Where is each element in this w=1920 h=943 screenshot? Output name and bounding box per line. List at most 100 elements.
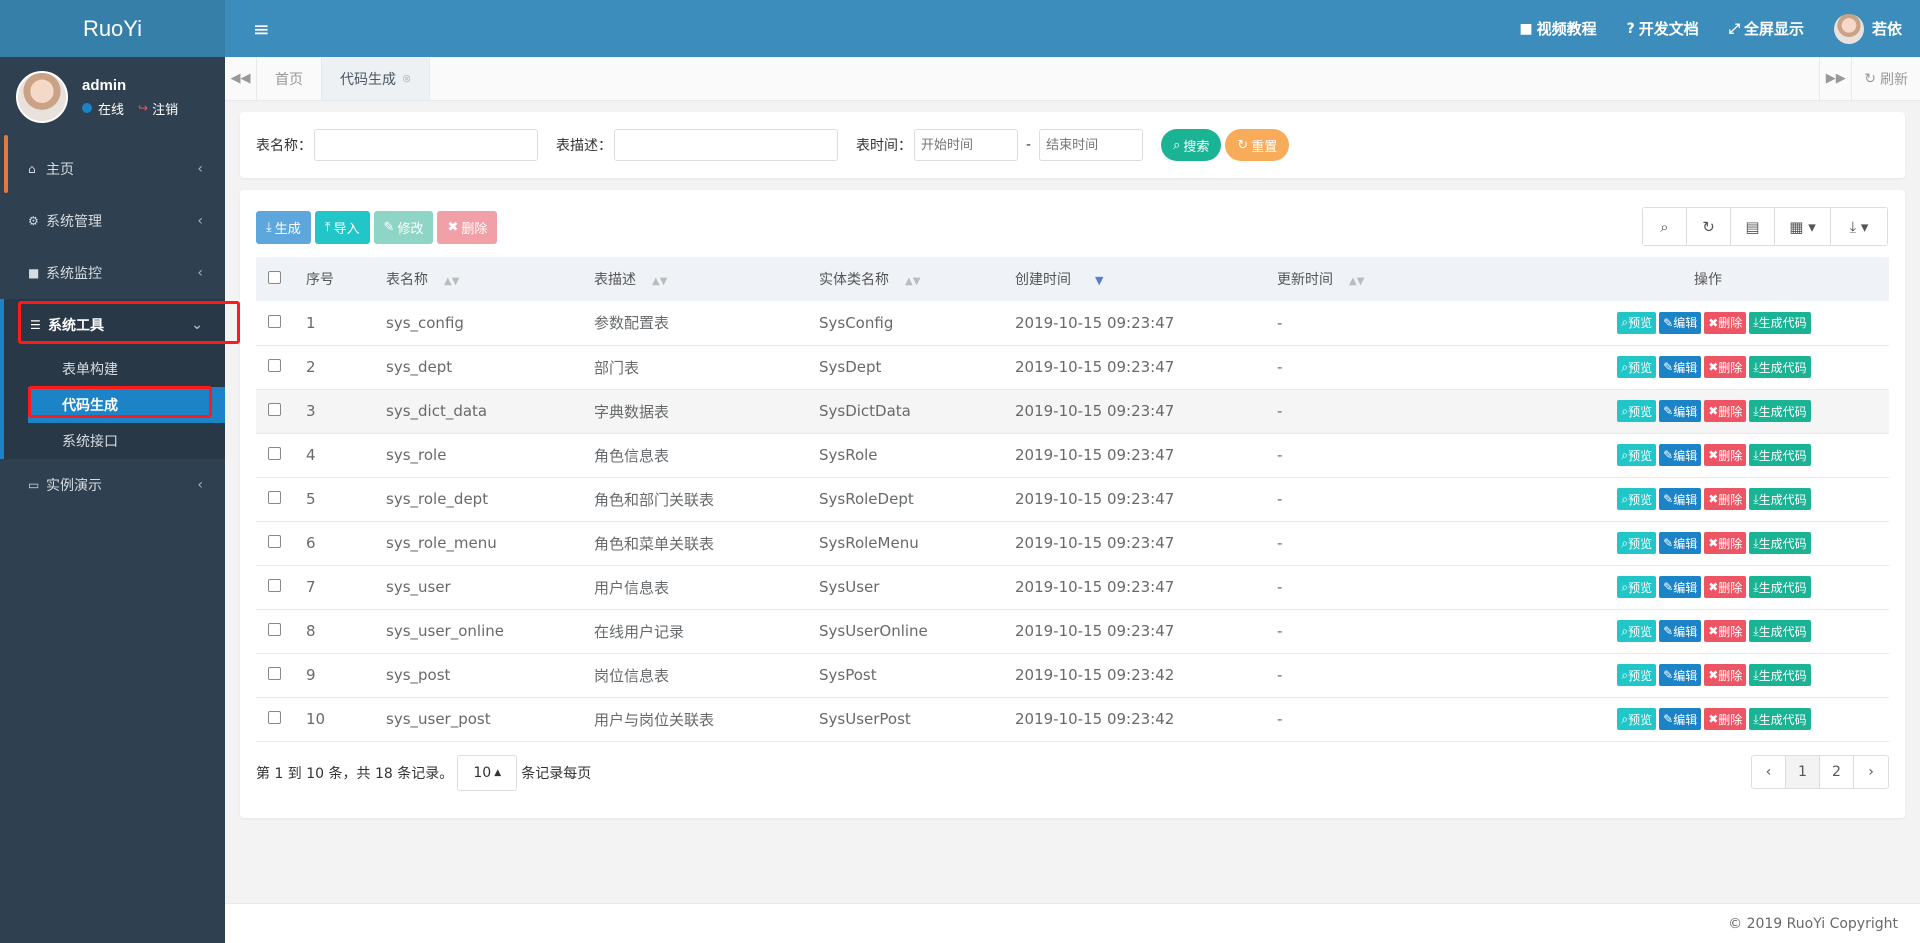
sidebar-item-home[interactable]: ⌂ 主页 ‹ xyxy=(0,143,225,195)
table-row[interactable]: 10 sys_user_post 用户与岗位关联表 SysUserPost 2019-1… xyxy=(256,697,1889,741)
row-delete-button[interactable]: ✖ 删除 xyxy=(1704,488,1747,510)
table-name-input[interactable] xyxy=(314,129,538,161)
tab-home[interactable]: 首页 xyxy=(257,57,322,100)
generate-code-button[interactable]: ⤓ 生成代码 xyxy=(1749,488,1811,510)
row-edit-button[interactable]: ✎ 编辑 xyxy=(1659,708,1702,730)
header-class-name[interactable]: 实体类名称 ▲▼ xyxy=(807,257,1003,301)
header-table-desc[interactable]: 表描述 ▲▼ xyxy=(582,257,807,301)
logout-link[interactable]: 注销 xyxy=(152,102,179,118)
preview-button[interactable]: ⌕ 预览 xyxy=(1617,311,1657,334)
generate-button[interactable]: ⤓ 生成 xyxy=(256,211,311,244)
header-updated[interactable]: 更新时间 ▲▼ xyxy=(1265,257,1527,301)
table-row[interactable]: 6 sys_role_menu 角色和菜单关联表 SysRoleMenu 2019-10… xyxy=(256,521,1889,565)
row-delete-button[interactable]: ✖ 删除 xyxy=(1704,576,1747,598)
generate-code-button[interactable]: ⤓ 生成代码 xyxy=(1749,576,1811,598)
table-row[interactable]: 2 sys_dept 部门表 SysDept 2019-10-15 09:23:47 - ⌕… xyxy=(256,345,1889,389)
row-edit-button[interactable]: ✎ 编辑 xyxy=(1659,311,1702,334)
row-delete-button[interactable]: ✖ 删除 xyxy=(1704,311,1747,334)
row-checkbox[interactable] xyxy=(268,491,281,504)
page-next-button[interactable]: › xyxy=(1868,764,1874,780)
row-edit-button[interactable]: ✎ 编辑 xyxy=(1659,488,1702,510)
user-menu[interactable]: 若依 xyxy=(1833,13,1902,44)
table-row[interactable]: 3 sys_dict_data 字典数据表 SysDictData 2019-10-15… xyxy=(256,389,1889,433)
row-delete-button[interactable]: ✖ 删除 xyxy=(1704,532,1747,554)
sidebar-subitem-form-builder[interactable]: 表单构建 xyxy=(62,362,118,378)
generate-code-button[interactable]: ⤓ 生成代码 xyxy=(1749,444,1811,466)
page-size-select[interactable]: 10 ▲ xyxy=(457,755,518,791)
refresh-table-button[interactable]: ↻ xyxy=(1687,208,1731,245)
refresh-tab-button[interactable]: ↻ 刷新 xyxy=(1851,57,1920,100)
start-time-input[interactable] xyxy=(914,129,1018,161)
preview-button[interactable]: ⌕ 预览 xyxy=(1617,488,1657,510)
app-logo[interactable]: RuoYi xyxy=(0,0,225,57)
dev-docs-link[interactable]: ? 开发文档 xyxy=(1627,18,1699,39)
search-toggle-button[interactable]: ⌕ xyxy=(1643,208,1687,245)
row-edit-button[interactable]: ✎ 编辑 xyxy=(1659,576,1702,598)
sidebar-scroll-indicator[interactable] xyxy=(4,135,8,193)
generate-code-button[interactable]: ⤓ 生成代码 xyxy=(1749,708,1811,730)
row-checkbox[interactable] xyxy=(268,711,281,724)
header-table-name[interactable]: 表名称 ▲▼ xyxy=(374,257,582,301)
row-checkbox[interactable] xyxy=(268,447,281,460)
row-delete-button[interactable]: ✖ 删除 xyxy=(1704,444,1747,466)
page-1-button[interactable]: 1 xyxy=(1786,756,1820,788)
tab-code-gen[interactable]: 代码生成 ⊗ xyxy=(322,57,431,100)
page-2-button[interactable]: 2 xyxy=(1820,756,1854,788)
preview-button[interactable]: ⌕ 预览 xyxy=(1617,400,1657,422)
columns-button[interactable]: ▦ ▾ xyxy=(1775,208,1831,245)
preview-button[interactable]: ⌕ 预览 xyxy=(1617,664,1657,686)
table-row[interactable]: 4 sys_role 角色信息表 SysRole 2019-10-15 09:23:47… xyxy=(256,433,1889,477)
row-checkbox[interactable] xyxy=(268,535,281,548)
preview-button[interactable]: ⌕ 预览 xyxy=(1617,532,1657,554)
sidebar-item-examples[interactable]: ▭ 实例演示 ‹ xyxy=(0,459,225,511)
avatar[interactable] xyxy=(16,71,68,123)
header-created[interactable]: 创建时间 ▼ xyxy=(1003,257,1265,301)
row-checkbox[interactable] xyxy=(268,623,281,636)
row-edit-button[interactable]: ✎ 编辑 xyxy=(1659,532,1702,554)
end-time-input[interactable] xyxy=(1039,129,1144,161)
row-checkbox[interactable] xyxy=(268,359,281,372)
row-checkbox[interactable] xyxy=(268,314,281,328)
row-delete-button[interactable]: ✖ 删除 xyxy=(1704,356,1747,378)
table-row[interactable]: 1 sys_config 参数配置表 SysConfig 2019-10-15 09:2… xyxy=(256,301,1889,345)
row-delete-button[interactable]: ✖ 删除 xyxy=(1704,620,1747,642)
page-prev-button[interactable]: ‹ xyxy=(1752,756,1786,788)
generate-code-button[interactable]: ⤓ 生成代码 xyxy=(1749,356,1811,378)
row-edit-button[interactable]: ✎ 编辑 xyxy=(1659,444,1702,466)
select-all-checkbox[interactable] xyxy=(268,270,281,284)
table-row[interactable]: 9 sys_post 岗位信息表 SysPost 2019-10-15 09:23:42… xyxy=(256,653,1889,697)
preview-button[interactable]: ⌕ 预览 xyxy=(1617,356,1657,378)
generate-code-button[interactable]: ⤓ 生成代码 xyxy=(1749,532,1811,554)
edit-button[interactable]: ✎ 修改 xyxy=(373,211,434,244)
tab-scroll-left-icon[interactable]: ◀◀ xyxy=(225,57,257,100)
table-row[interactable]: 8 sys_user_online 在线用户记录 SysUserOnline 2019-… xyxy=(256,609,1889,653)
table-desc-input[interactable] xyxy=(614,129,838,161)
reset-button[interactable]: ↻ 重置 xyxy=(1225,129,1290,161)
export-button[interactable]: ⤓ ▾ xyxy=(1831,208,1887,245)
delete-button[interactable]: ✖ 删除 xyxy=(437,211,498,244)
row-edit-button[interactable]: ✎ 编辑 xyxy=(1659,356,1702,378)
search-button[interactable]: ⌕ 搜索 xyxy=(1161,129,1222,161)
row-checkbox[interactable] xyxy=(268,579,281,592)
table-row[interactable]: 7 sys_user 用户信息表 SysUser 2019-10-15 09:23:47… xyxy=(256,565,1889,609)
card-view-button[interactable]: ▤ xyxy=(1731,208,1775,245)
generate-code-button[interactable]: ⤓ 生成代码 xyxy=(1749,400,1811,422)
tab-scroll-right-icon[interactable]: ▶▶ xyxy=(1819,57,1851,100)
preview-button[interactable]: ⌕ 预览 xyxy=(1617,444,1657,466)
row-checkbox[interactable] xyxy=(268,403,281,416)
generate-code-button[interactable]: ⤓ 生成代码 xyxy=(1749,664,1811,686)
table-row[interactable]: 5 sys_role_dept 角色和部门关联表 SysRoleDept 2019-10… xyxy=(256,477,1889,521)
row-edit-button[interactable]: ✎ 编辑 xyxy=(1659,400,1702,422)
preview-button[interactable]: ⌕ 预览 xyxy=(1617,620,1657,642)
row-edit-button[interactable]: ✎ 编辑 xyxy=(1659,664,1702,686)
sidebar-item-system-monitor[interactable]: ■ 系统监控 ‹ xyxy=(0,247,225,299)
sidebar-item-system-management[interactable]: ⚙ 系统管理 ‹ xyxy=(0,195,225,247)
row-checkbox[interactable] xyxy=(268,667,281,680)
row-delete-button[interactable]: ✖ 删除 xyxy=(1704,708,1747,730)
generate-code-button[interactable]: ⤓ 生成代码 xyxy=(1749,620,1811,642)
video-tutorial-link[interactable]: ■ 视频教程 xyxy=(1519,18,1596,39)
row-delete-button[interactable]: ✖ 删除 xyxy=(1704,400,1747,422)
close-icon[interactable]: ⊗ xyxy=(402,72,412,85)
row-delete-button[interactable]: ✖ 删除 xyxy=(1704,664,1747,686)
menu-toggle-icon[interactable]: ≡ xyxy=(253,16,270,41)
